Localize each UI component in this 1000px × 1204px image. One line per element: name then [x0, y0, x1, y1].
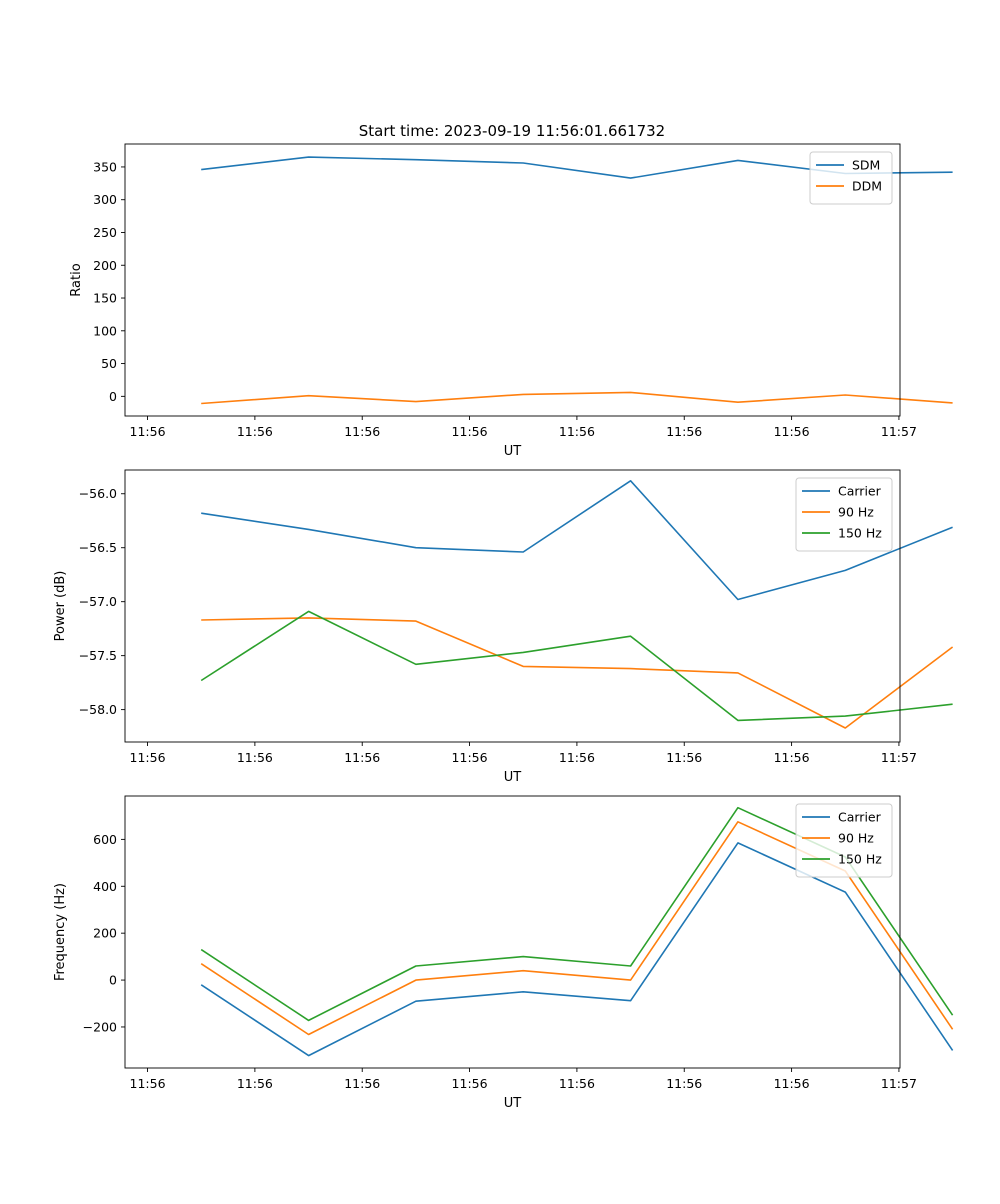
power-series-90-hz-line	[201, 617, 954, 729]
frequency-x-tick-label: 11:56	[237, 1076, 273, 1091]
power-legend-label: 90 Hz	[838, 505, 874, 520]
ratio-axes-frame	[124, 143, 901, 417]
frequency-x-tick-label: 11:56	[559, 1076, 595, 1091]
frequency-legend: Carrier 90 Hz 150 Hz	[795, 803, 893, 878]
power-axes-frame	[124, 469, 901, 743]
power-panel: 11:56 11:56 11:56 11:56 11:56 11:56 11:56 11:57…	[53, 469, 954, 785]
power-x-axis-label: UT	[504, 770, 522, 785]
ratio-y-tick-label: 350	[93, 159, 117, 174]
power-series-carrier-line	[201, 479, 953, 601]
power-y-tick-label: −56.5	[79, 540, 117, 555]
ratio-x-tick-label: 11:56	[774, 424, 810, 439]
frequency-y-tick-label: −200	[83, 1019, 117, 1034]
frequency-y-axis-label: Frequency (Hz)	[53, 883, 68, 981]
ratio-series-ddm-line	[201, 391, 953, 405]
power-x-tick-label: 11:57	[881, 750, 917, 765]
frequency-x-tick-label: 11:56	[130, 1076, 166, 1091]
frequency-x-axis-label: UT	[504, 1096, 522, 1111]
power-x-tick-label: 11:56	[130, 750, 166, 765]
ratio-x-tick-label: 11:56	[666, 424, 702, 439]
frequency-legend-label: 150 Hz	[838, 852, 882, 867]
frequency-y-tick-label: 200	[93, 926, 117, 941]
figure-title: Start time: 2023-09-19 11:56:01.661732	[359, 122, 665, 140]
frequency-x-tick-label: 11:56	[344, 1076, 380, 1091]
power-y-tick-label: −58.0	[79, 702, 117, 717]
power-legend: Carrier 90 Hz 150 Hz	[795, 477, 893, 552]
ratio-y-tick-label: 300	[93, 192, 117, 207]
ratio-y-tick-label: 0	[109, 389, 117, 404]
frequency-y-tick-label: 0	[109, 973, 117, 988]
power-series-150-hz-line	[200, 610, 953, 722]
frequency-x-tick-label: 11:56	[666, 1076, 702, 1091]
ratio-x-tick-label: 11:56	[344, 424, 380, 439]
power-x-tick-label: 11:56	[237, 750, 273, 765]
power-y-tick-label: −57.0	[79, 594, 117, 609]
frequency-panel: 11:56 11:56 11:56 11:56 11:56 11:56 11:56 11:57…	[53, 795, 954, 1111]
power-x-tick-label: 11:56	[344, 750, 380, 765]
ratio-y-tick-label: 50	[101, 356, 117, 371]
frequency-x-tick-label: 11:56	[452, 1076, 488, 1091]
ratio-x-tick-label: 11:56	[237, 424, 273, 439]
frequency-axes-frame	[124, 795, 901, 1069]
ratio-x-tick-label: 11:57	[881, 424, 917, 439]
ratio-legend: SDM DDM	[809, 151, 893, 205]
frequency-x-tick-label: 11:57	[881, 1076, 917, 1091]
power-x-tick-label: 11:56	[666, 750, 702, 765]
ratio-y-tick-label: 200	[93, 258, 117, 273]
power-x-tick-label: 11:56	[774, 750, 810, 765]
ratio-legend-label: SDM	[852, 158, 880, 173]
ratio-y-tick-label: 100	[93, 323, 117, 338]
power-y-tick-label: −57.5	[79, 648, 117, 663]
ratio-y-tick-label: 250	[93, 225, 117, 240]
ratio-legend-label: DDM	[852, 179, 882, 194]
frequency-x-tick-label: 11:56	[774, 1076, 810, 1091]
frequency-legend-label: Carrier	[838, 810, 882, 825]
power-y-axis-label: Power (dB)	[53, 571, 68, 642]
ratio-y-tick-label: 150	[93, 291, 117, 306]
ratio-x-tick-label: 11:56	[130, 424, 166, 439]
power-legend-label: Carrier	[838, 484, 882, 499]
power-y-tick-label: −56.0	[79, 486, 117, 501]
power-x-tick-label: 11:56	[559, 750, 595, 765]
ratio-y-axis-label: Ratio	[69, 263, 84, 296]
ratio-x-tick-label: 11:56	[452, 424, 488, 439]
frequency-legend-label: 90 Hz	[838, 831, 874, 846]
ratio-x-axis-label: UT	[504, 444, 522, 459]
frequency-y-tick-label: 400	[93, 879, 117, 894]
frequency-y-tick-label: 600	[93, 832, 117, 847]
power-x-tick-label: 11:56	[452, 750, 488, 765]
frequency-series-carrier-line	[200, 842, 954, 1057]
ratio-x-tick-label: 11:56	[559, 424, 595, 439]
power-legend-label: 150 Hz	[838, 526, 882, 541]
ratio-panel: 11:56 11:56 11:56 11:56 11:56 11:56 11:56 11:57…	[69, 143, 953, 459]
